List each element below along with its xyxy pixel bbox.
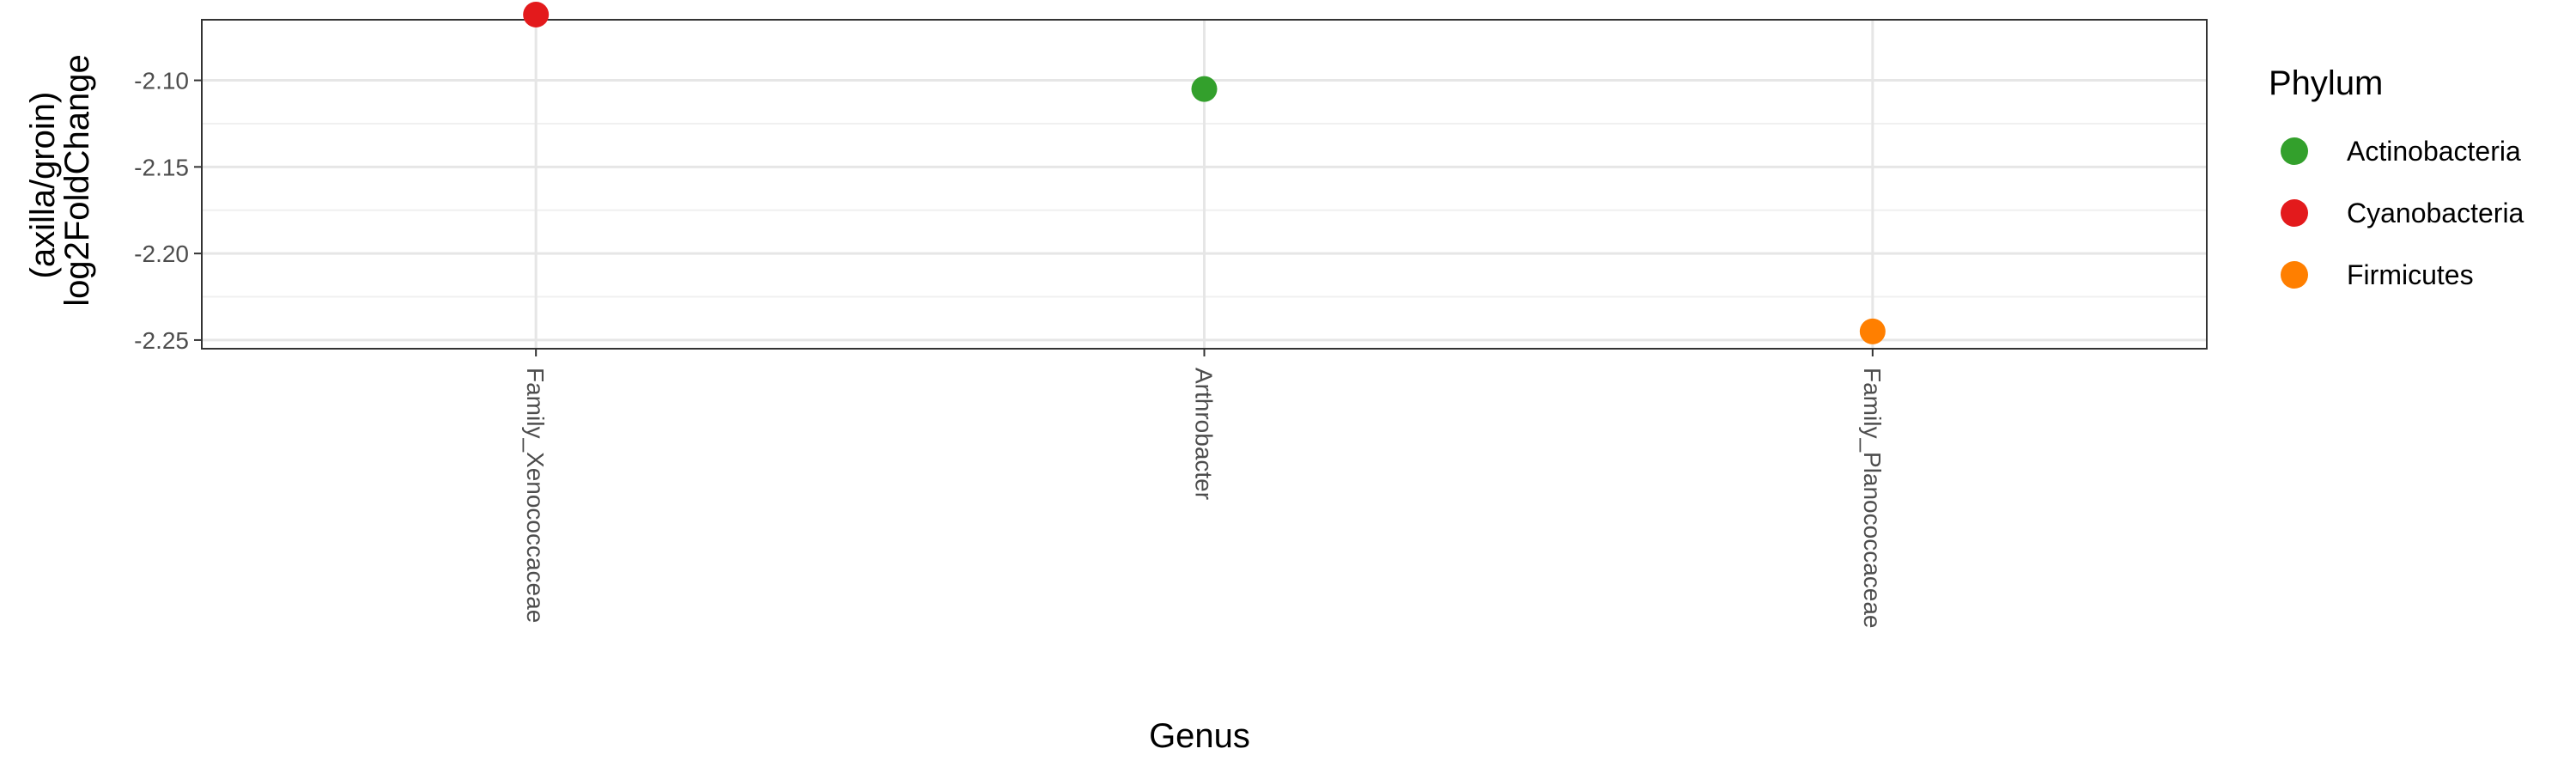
x-axis-ticks: Family_Xenococcaceae Arthrobacter Family_P… (522, 349, 1886, 629)
data-points (523, 1, 1886, 344)
legend-key (2281, 199, 2308, 227)
legend-label: Actinobacteria (2347, 136, 2521, 167)
y-tick-label: -2.20 (134, 240, 189, 267)
y-tick-label: -2.25 (134, 327, 189, 354)
legend-key (2281, 261, 2308, 289)
data-point (1191, 76, 1218, 102)
legend-label: Cyanobacteria (2347, 198, 2524, 228)
legend-label: Firmicutes (2347, 259, 2474, 290)
y-tick-label: -2.10 (134, 68, 189, 94)
y-axis-title-line-2: log2FoldChange (58, 54, 96, 307)
major-gridlines (202, 20, 2207, 349)
data-point (1859, 318, 1886, 344)
legend-title: Phylum (2269, 64, 2383, 102)
y-axis-ticks: -2.10 -2.15 -2.20 -2.25 (134, 68, 202, 354)
x-axis-title: Genus (1149, 717, 1250, 755)
y-tick-label: -2.15 (134, 154, 189, 180)
legend-entries: Actinobacteria Cyanobacteria Firmicutes (2281, 136, 2524, 290)
x-tick-label: Family_Xenococcaceae (522, 368, 549, 623)
legend: Phylum Actinobacteria Cyanobacteria Firmic… (2269, 64, 2524, 290)
x-tick-label: Arthrobacter (1191, 368, 1218, 500)
x-tick-label: Family_Planococcaceae (1859, 368, 1886, 629)
y-axis-title: (axilla/groin) log2FoldChange (24, 54, 96, 307)
legend-key (2281, 137, 2308, 165)
data-point (523, 1, 550, 27)
y-axis-title-line-1: (axilla/groin) (24, 92, 62, 279)
